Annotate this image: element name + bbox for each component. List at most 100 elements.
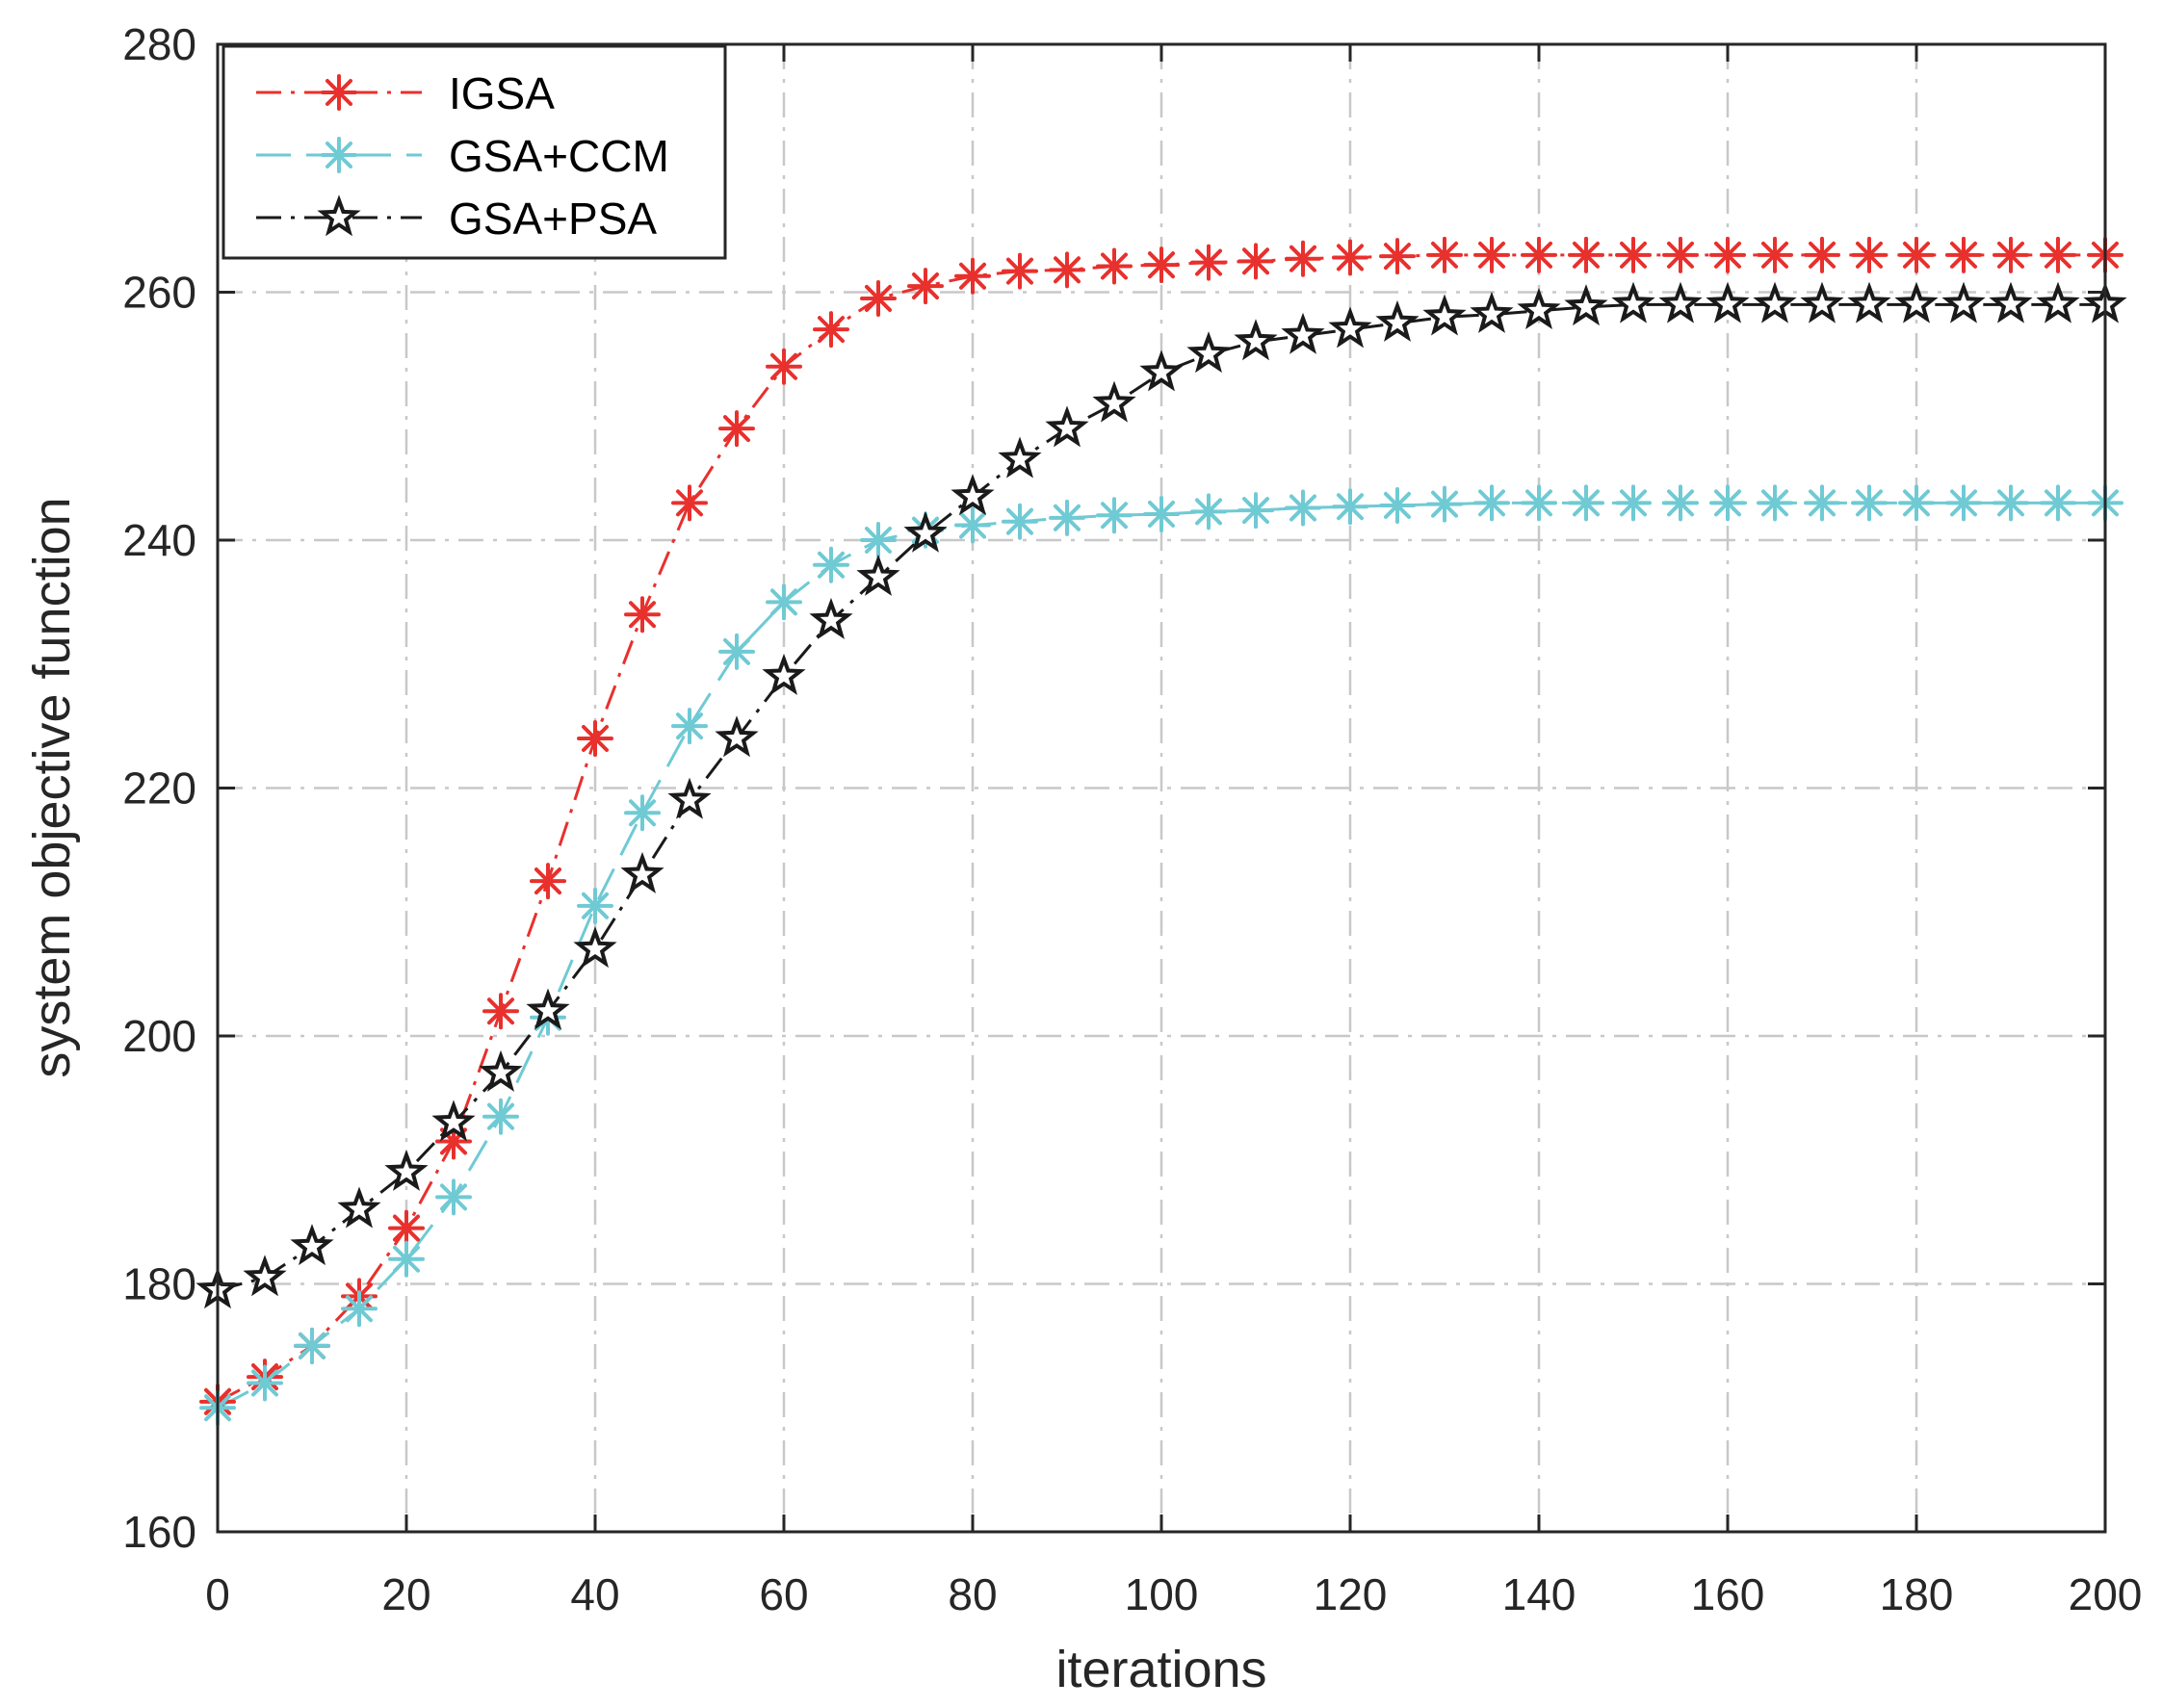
- marker-stroke: [1713, 241, 1742, 269]
- data-point: [1096, 497, 1133, 534]
- x-tick-label: 100: [1125, 1569, 1199, 1619]
- data-point: [1709, 484, 1746, 522]
- data-point: [577, 887, 613, 924]
- data-point: [1096, 247, 1133, 285]
- data-point: [1517, 288, 1561, 330]
- marker-stroke: [1619, 489, 1648, 517]
- data-point: [1002, 252, 1038, 290]
- data-point: [1237, 492, 1274, 530]
- marker-stroke: [1713, 489, 1742, 517]
- data-point: [1379, 486, 1416, 524]
- data-point: [860, 522, 897, 558]
- marker-stroke: [1666, 241, 1695, 269]
- x-tick-label: 140: [1502, 1569, 1576, 1619]
- data-point: [1143, 246, 1180, 284]
- data-point: [1426, 236, 1463, 273]
- legend-label-gsa-psa: GSA+PSA: [449, 194, 657, 244]
- marker-stroke: [1949, 489, 1978, 517]
- data-point: [1945, 484, 1982, 522]
- data-point: [1422, 294, 1467, 336]
- marker-stroke: [1572, 241, 1601, 269]
- y-tick-labels: 160 180 200 220 240 260 280: [122, 19, 196, 1557]
- data-point: [1658, 281, 1703, 323]
- data-point: [1332, 239, 1368, 276]
- data-point: [671, 708, 708, 745]
- data-point: [482, 1098, 519, 1135]
- data-point: [1757, 236, 1793, 273]
- marker-stroke: [722, 637, 751, 665]
- y-tick-label: 180: [122, 1259, 196, 1309]
- data-point: [479, 1049, 523, 1092]
- marker-stroke: [250, 1369, 279, 1397]
- marker-stroke: [958, 262, 987, 290]
- data-point: [998, 436, 1042, 479]
- data-point: [1379, 238, 1416, 275]
- marker-stroke: [1996, 489, 2025, 517]
- marker-stroke: [1808, 489, 1836, 517]
- marker-layer: [195, 236, 2127, 1427]
- marker-stroke: [1100, 502, 1129, 530]
- data-point: [1049, 499, 1085, 536]
- data-point: [341, 1290, 378, 1328]
- marker-stroke: [675, 712, 704, 740]
- data-point: [766, 348, 802, 385]
- data-point: [247, 1364, 283, 1402]
- x-tick-label: 180: [1880, 1569, 1954, 1619]
- data-point: [1989, 281, 2033, 323]
- marker-stroke: [1572, 489, 1601, 517]
- marker-stroke: [817, 316, 846, 344]
- data-point: [762, 653, 806, 695]
- marker-stroke: [911, 272, 940, 300]
- marker-stroke: [1855, 241, 1884, 269]
- data-point: [624, 596, 661, 634]
- marker-stroke: [1005, 257, 1034, 285]
- marker-stroke: [1760, 489, 1789, 517]
- y-tick-label: 240: [122, 515, 196, 565]
- marker-stroke: [675, 489, 704, 517]
- marker-stroke: [392, 1214, 421, 1242]
- data-point: [1894, 281, 1939, 323]
- data-point: [718, 410, 755, 448]
- x-tick-label: 160: [1691, 1569, 1765, 1619]
- marker-stroke: [534, 867, 562, 895]
- marker-stroke: [1289, 245, 1317, 272]
- marker-stroke: [486, 1102, 515, 1130]
- marker-stroke: [1289, 494, 1317, 522]
- data-point: [1237, 243, 1274, 280]
- data-point: [1521, 484, 1557, 522]
- marker-stroke: [1383, 491, 1412, 519]
- data-point: [526, 988, 570, 1030]
- legend-marker-1: [321, 137, 357, 173]
- data-point: [1285, 240, 1321, 277]
- data-point: [1800, 281, 1844, 323]
- data-point: [431, 1100, 476, 1142]
- data-point: [290, 1224, 334, 1266]
- data-point: [1993, 484, 2029, 522]
- marker-stroke: [1949, 241, 1978, 269]
- marker-stroke: [439, 1183, 468, 1211]
- data-point: [1332, 488, 1368, 526]
- data-point: [384, 1149, 429, 1191]
- marker-stroke: [1147, 500, 1176, 528]
- data-point: [1564, 284, 1608, 326]
- legend: IGSA GSA+CCM GSA+PSA: [221, 44, 727, 260]
- data-point: [1426, 485, 1463, 523]
- marker-stroke: [1760, 241, 1789, 269]
- y-tick-label: 200: [122, 1011, 196, 1061]
- x-axis-label: iterations: [1055, 1641, 1266, 1698]
- series-markers-2: [195, 281, 2127, 1309]
- series-markers-1: [199, 484, 2123, 1427]
- marker-stroke: [1619, 241, 1648, 269]
- data-point: [856, 554, 900, 596]
- data-point: [1709, 236, 1746, 273]
- marker-stroke: [1855, 489, 1884, 517]
- data-point: [1186, 331, 1231, 374]
- x-tick-label: 200: [2069, 1569, 2143, 1619]
- data-point: [1045, 405, 1089, 448]
- legend-label-gsa-ccm: GSA+CCM: [449, 131, 669, 181]
- data-point: [1662, 484, 1699, 522]
- x-tick-label: 0: [205, 1569, 230, 1619]
- marker-stroke: [1477, 241, 1506, 269]
- y-tick-label: 260: [122, 268, 196, 318]
